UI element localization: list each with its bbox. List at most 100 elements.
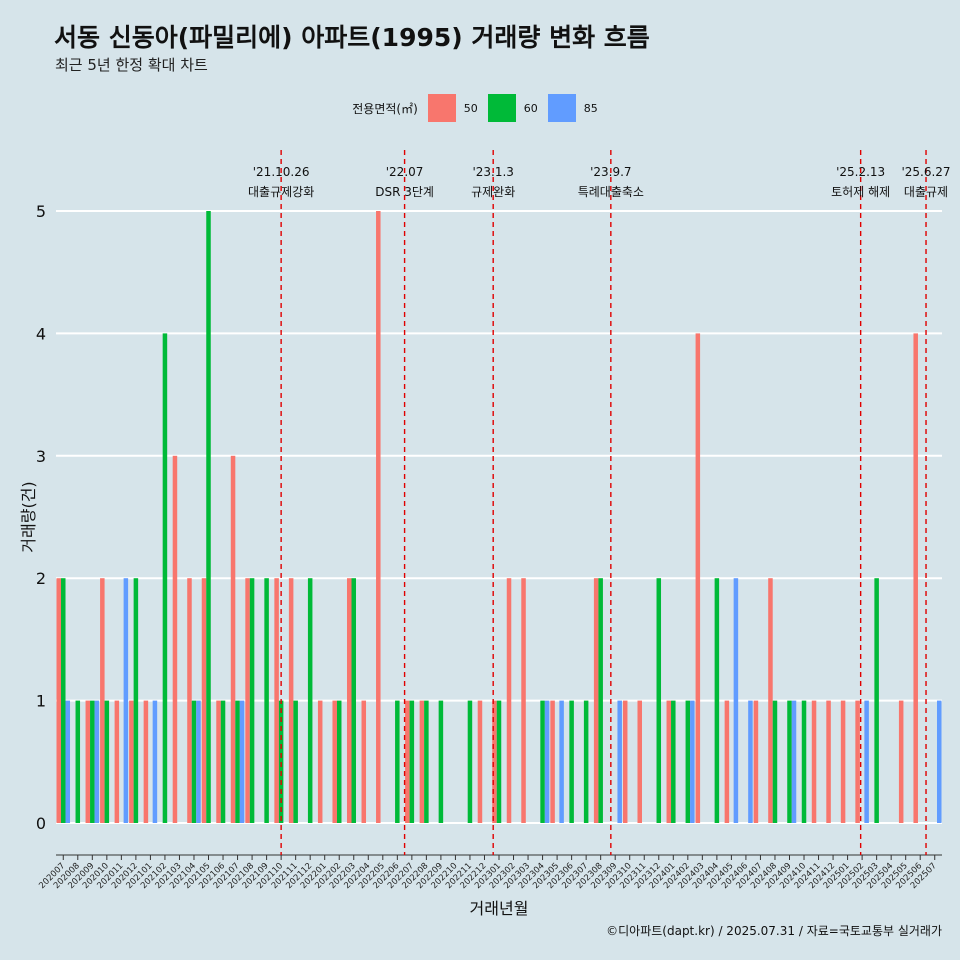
y-tick-label: 1 [36,692,46,711]
bar-50-202308 [593,578,599,823]
y-axis-title: 거래량(건) [19,481,38,552]
bar-60-202211 [467,700,473,823]
bar-60-202009 [90,700,95,823]
source-caption: ©디아파트(dapt.kr) / 2025.07.31 / 자료=국토교통부 실… [606,924,942,938]
bar-50-202202 [332,700,337,823]
x-axis-title: 거래년월 [470,899,529,918]
bar-50-202204 [361,700,367,823]
bar-60-202410 [801,700,807,823]
bar-50-202203 [346,578,352,823]
bar-60-202106 [220,700,226,823]
bar-50-202506 [913,333,918,823]
bar-50-202302 [506,578,512,823]
legend-title: 전용면적(㎡) [352,101,418,116]
bar-50-202405 [724,700,730,823]
bar-60-202105 [206,211,211,823]
bar-60-202206 [395,700,400,823]
bar-50-202305 [550,700,555,823]
bar-50-202205 [376,211,381,823]
bar-50-202411 [811,700,817,823]
legend-label-60: 60 [523,101,538,115]
bar-60-202110 [278,700,284,823]
event-desc-label: 토허제 해제 [831,185,890,199]
bar-85-202007 [65,700,71,823]
bar-60-202408 [772,700,778,823]
legend: 전용면적(㎡) 50 60 85 [0,94,960,122]
event-date-label: '23.9.7 [590,165,631,179]
bar-60-202401 [671,700,676,823]
bar-85-202107 [239,700,245,823]
y-tick-label: 2 [36,569,46,588]
bar-85-202104 [196,700,201,823]
legend-item-85: 85 [547,94,598,122]
bar-60-202112 [307,578,313,823]
bar-60-202306 [569,700,574,823]
bar-50-202301 [492,700,497,823]
bar-60-202409 [787,700,792,823]
bar-50-202103 [172,455,178,823]
bar-60-202109 [264,578,269,823]
bar-85-202305 [559,700,564,823]
bar-60-202208 [424,700,429,823]
bar-50-202009 [85,700,91,823]
bar-50-202310 [622,700,628,823]
event-date-label: '21.10.26 [253,165,310,179]
bar-60-202007 [61,578,66,823]
bar-50-202208 [419,700,425,823]
bar-60-202304 [540,700,545,823]
bar-85-202304 [544,700,550,823]
legend-item-50: 50 [427,94,478,122]
bar-60-202308 [598,578,603,823]
bar-50-202212 [477,700,483,823]
bar-50-202201 [317,700,323,823]
bar-50-202012 [129,700,134,823]
y-tick-label: 5 [36,202,46,221]
bar-50-202408 [768,578,773,823]
bar-60-202301 [496,700,502,823]
legend-item-60: 60 [487,94,538,122]
event-date-label: '25.6.27 [901,165,950,179]
event-desc-label: 대출규제강화 [248,185,314,199]
legend-swatch-60 [487,94,516,122]
bar-85-202507 [936,700,942,823]
bar-85-202009 [94,700,100,823]
bar-85-202406 [748,700,753,823]
legend-swatch-85 [547,94,576,122]
bar-60-202209 [438,700,444,823]
y-tick-label: 0 [36,814,46,833]
bar-60-202404 [714,578,720,823]
bar-50-202010 [100,578,105,823]
bar-60-202207 [409,700,415,823]
bar-60-202107 [235,700,240,823]
bar-60-202102 [162,333,168,823]
bar-60-202104 [191,700,197,823]
legend-swatch-50 [427,94,456,122]
bar-60-202012 [133,578,139,823]
bar-50-202207 [405,700,410,823]
event-date-label: '25.2.13 [836,165,885,179]
event-date-label: '22.07 [386,165,424,179]
bar-60-202111 [293,700,298,823]
bar-60-202202 [336,700,342,823]
bar-85-202309 [617,700,622,823]
event-desc-label: DSR 3단계 [375,185,434,199]
chart-title: 서동 신동아(파밀리에) 아파트(1995) 거래량 변화 흐름 [54,23,650,52]
bar-50-202502 [855,700,860,823]
bar-60-202108 [249,578,255,823]
legend-label-50: 50 [463,101,478,115]
event-desc-label: 특례대출축소 [578,185,644,199]
bar-60-202008 [75,700,81,823]
bar-85-202409 [791,700,797,823]
bar-50-202303 [521,578,526,823]
bar-50-202311 [637,700,642,823]
bar-50-202505 [898,700,904,823]
bar-60-202503 [874,578,879,823]
bar-85-202101 [152,700,158,823]
bar-50-202111 [288,578,294,823]
bar-85-202502 [864,700,869,823]
event-desc-label: 규제완화 [471,185,515,199]
event-desc-label: 대출규제 [904,185,948,199]
bar-50-202108 [245,578,250,823]
bar-50-202412 [826,700,831,823]
